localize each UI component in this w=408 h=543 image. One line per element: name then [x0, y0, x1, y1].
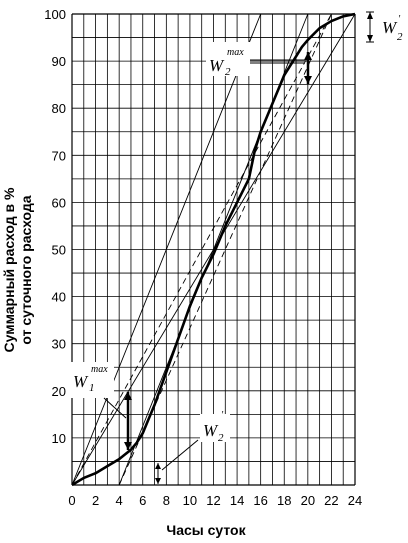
x-tick-label: 2 [92, 493, 99, 508]
annotation-w2-prime-top: W 2 ' [366, 11, 403, 43]
y-tick-label: 50 [52, 243, 66, 258]
tick-labels: 0 2 4 6 8 10 12 14 16 18 20 22 241020304050607080901… [44, 7, 362, 508]
y-axis-label-line-1: Суммарный расход в % [1, 187, 17, 353]
w2-max-sup: max [227, 47, 244, 58]
y-tick-label: 20 [52, 384, 66, 399]
x-tick-label: 4 [116, 493, 123, 508]
w2-max-sub: 2 [225, 66, 231, 78]
y-tick-label: 100 [44, 7, 66, 22]
w2-prime-top-sub: 2 [397, 31, 403, 43]
x-tick-label: 10 [183, 493, 197, 508]
y-tick-label: 60 [52, 195, 66, 210]
x-tick-label: 0 [68, 493, 75, 508]
data-series [71, 12, 356, 487]
w2-prime-bottom-sup: ' [221, 410, 224, 421]
w2-prime-top-sup: ' [398, 14, 401, 25]
annotation-w1-max: W 1 max [70, 362, 132, 450]
annotation-w2-prime-bottom: W 2 ' [155, 410, 230, 484]
x-tick-label: 18 [277, 493, 291, 508]
w2-max-main: W [209, 56, 225, 75]
y-tick-label: 90 [52, 54, 66, 69]
x-tick-label: 14 [230, 493, 244, 508]
y-tick-label: 30 [52, 337, 66, 352]
x-tick-label: 6 [139, 493, 146, 508]
reference-line [118, 13, 332, 486]
x-tick-label: 16 [253, 493, 267, 508]
w1-max-sup: max [91, 364, 108, 375]
w1-max-main: W [73, 372, 89, 391]
x-tick-label: 20 [301, 493, 315, 508]
w2-prime-bottom-sub: 2 [218, 432, 224, 444]
x-tick-label: 8 [163, 493, 170, 508]
reference-line [71, 13, 262, 486]
x-tick-label: 24 [348, 493, 362, 508]
y-axis-label-line-2: от суточного расхода [18, 195, 34, 344]
x-tick-label: 22 [324, 493, 338, 508]
y-tick-label: 40 [52, 290, 66, 305]
x-tick-label: 12 [206, 493, 220, 508]
annotation-w2-max: W 2 max [206, 42, 312, 84]
y-tick-label: 10 [52, 431, 66, 446]
w2-prime-top-main: W [382, 18, 398, 37]
y-tick-label: 80 [52, 101, 66, 116]
w2-prime-bottom-main: W [203, 421, 219, 440]
series-line [71, 12, 356, 487]
x-axis-label: Часы суток [166, 522, 246, 538]
y-tick-label: 70 [52, 148, 66, 163]
w1-max-sub: 1 [89, 382, 95, 394]
